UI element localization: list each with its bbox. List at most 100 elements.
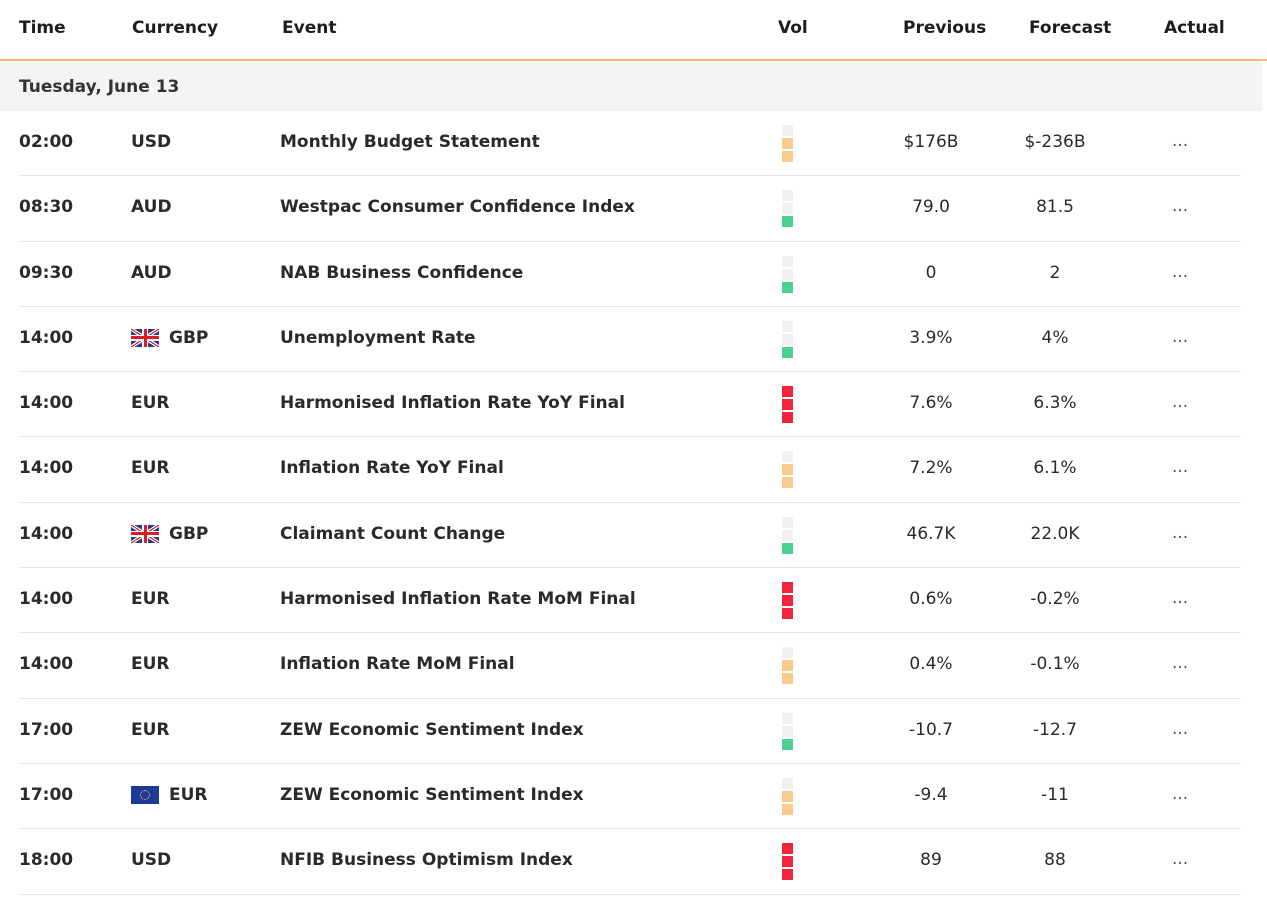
event-name[interactable]: Inflation Rate YoY Final (280, 458, 504, 479)
forecast-value-text: 6.3% (1033, 393, 1077, 414)
previous-value-text: -10.7 (909, 719, 953, 740)
forecast-value-text: -0.1% (1030, 654, 1080, 675)
event-row[interactable]: 17:00 EUR ZEW Economic Sentiment Index -9.4… (19, 764, 1241, 830)
actual-value: ... (1172, 196, 1189, 217)
event-name[interactable]: Westpac Consumer Confidence Index (280, 197, 635, 218)
actual-value: ... (1172, 261, 1189, 282)
currency-code: EUR (131, 458, 170, 479)
volatility-bar (782, 790, 793, 802)
previous-value-text: 7.2% (909, 458, 953, 479)
volatility-bar (782, 477, 793, 489)
previous-value-text: 0.6% (909, 589, 953, 610)
event-row[interactable]: 02:00 USD Monthly Budget Statement $176B $-2… (19, 111, 1241, 177)
previous-value-text: -9.4 (914, 784, 948, 805)
actual-value: ... (1172, 326, 1189, 347)
volatility-indicator (782, 843, 793, 881)
currency-code: EUR (131, 589, 170, 610)
event-name[interactable]: ZEW Economic Sentiment Index (280, 719, 584, 740)
event-currency: USD (131, 850, 171, 870)
event-row[interactable]: 09:30 AUD NAB Business Confidence 0 2... (19, 242, 1241, 307)
event-time: 14:00 (19, 393, 74, 414)
event-name[interactable]: Monthly Budget Statement (280, 132, 540, 152)
volatility-bar (782, 216, 793, 228)
volatility-bar (782, 451, 793, 463)
event-time: 14:00 (19, 654, 74, 675)
volatility-indicator (782, 516, 793, 555)
event-row[interactable]: 14:00 GBP Claimant Count Change 46.7K 22.0K.… (19, 503, 1241, 569)
volatility-bar (782, 333, 793, 345)
forecast-value-text: -0.2% (1030, 589, 1080, 610)
forecast-value-text: -11 (1041, 784, 1069, 805)
event-currency: AUD (131, 197, 172, 217)
forecast-value-text: 81.5 (1036, 197, 1074, 218)
event-time: 14:00 (19, 458, 74, 479)
event-name[interactable]: Claimant Count Change (280, 523, 506, 544)
volatility-indicator (782, 320, 793, 359)
event-row[interactable]: 14:00 EUR Harmonised Inflation Rate YoY Fi… (19, 372, 1241, 438)
event-name[interactable]: NFIB Business Optimism Index (280, 850, 573, 871)
volatility-bar (782, 203, 793, 215)
volatility-bar (782, 582, 793, 594)
actual-value: ... (1172, 653, 1189, 674)
event-row[interactable]: 14:00 GBP Unemployment Rate 3.9% 4%... (19, 307, 1241, 373)
event-name[interactable]: NAB Business Confidence (280, 262, 524, 283)
event-currency: USD (131, 132, 171, 152)
column-header-time[interactable]: Time (19, 18, 66, 38)
volatility-bar (782, 464, 793, 476)
currency-code: AUD (131, 197, 172, 218)
column-header-forecast[interactable]: Forecast (1029, 18, 1112, 38)
volatility-indicator (782, 777, 793, 816)
event-row[interactable]: 08:30 AUD Westpac Consumer Confidence Inde… (19, 176, 1241, 242)
table-header: Time Currency Event Vol Previous Forecas… (0, 0, 1267, 61)
event-currency: GBP (131, 328, 208, 348)
volatility-indicator (782, 712, 793, 751)
day-group-header: Tuesday, June 13 (0, 62, 1262, 111)
event-row[interactable]: 18:00 USD NFIB Business Optimism Index 89 88… (19, 829, 1241, 895)
volatility-bar (782, 320, 793, 332)
volatility-indicator (782, 582, 793, 620)
event-row[interactable]: 14:00 EUR Inflation Rate MoM Final 0.4% -0.1… (19, 633, 1241, 699)
event-time: 02:00 (19, 132, 74, 152)
volatility-indicator (782, 647, 793, 685)
volatility-bar (782, 255, 793, 267)
previous-value-text: 89 (920, 850, 942, 871)
event-name[interactable]: Inflation Rate MoM Final (280, 654, 515, 675)
forecast-value-text: 6.1% (1033, 458, 1077, 479)
event-currency: EUR (131, 393, 170, 413)
column-header-previous[interactable]: Previous (903, 18, 987, 38)
previous-value-text: $176B (903, 132, 959, 152)
event-currency: EUR (131, 785, 208, 805)
event-row[interactable]: 17:00 EUR ZEW Economic Sentiment Index -10.… (19, 699, 1241, 764)
volatility-bar (782, 712, 793, 724)
forecast-value-text: $-236B (1024, 132, 1086, 152)
event-name[interactable]: Harmonised Inflation Rate MoM Final (280, 589, 636, 610)
event-currency: EUR (131, 720, 170, 740)
event-row[interactable]: 14:00 EUR Harmonised Inflation Rate MoM Fi… (19, 568, 1241, 634)
uk-flag-icon (131, 524, 159, 543)
event-time: 17:00 (19, 784, 74, 805)
volatility-bar (782, 803, 793, 815)
currency-code: EUR (169, 784, 208, 805)
volatility-bar (782, 673, 793, 685)
column-header-event[interactable]: Event (282, 18, 337, 38)
currency-code: EUR (131, 719, 170, 740)
event-name[interactable]: Unemployment Rate (280, 327, 476, 348)
currency-code: USD (131, 850, 172, 871)
column-header-vol[interactable]: Vol (778, 18, 808, 38)
volatility-bar (782, 268, 793, 280)
event-name[interactable]: ZEW Economic Sentiment Index (280, 784, 584, 805)
currency-code: EUR (131, 654, 170, 675)
volatility-bar (782, 608, 793, 620)
event-name[interactable]: Harmonised Inflation Rate YoY Final (280, 393, 625, 414)
volatility-bar (782, 660, 793, 672)
volatility-bar (782, 725, 793, 737)
event-time: 18:00 (19, 850, 74, 871)
column-header-actual[interactable]: Actual (1164, 18, 1225, 38)
volatility-bar (782, 151, 793, 162)
volatility-bar (782, 412, 793, 424)
column-header-currency[interactable]: Currency (132, 18, 219, 38)
event-row[interactable]: 14:00 EUR Inflation Rate YoY Final 7.2% 6.1%… (19, 437, 1241, 503)
previous-value-text: 46.7K (906, 523, 956, 544)
volatility-indicator (782, 190, 793, 228)
volatility-indicator (782, 386, 793, 424)
